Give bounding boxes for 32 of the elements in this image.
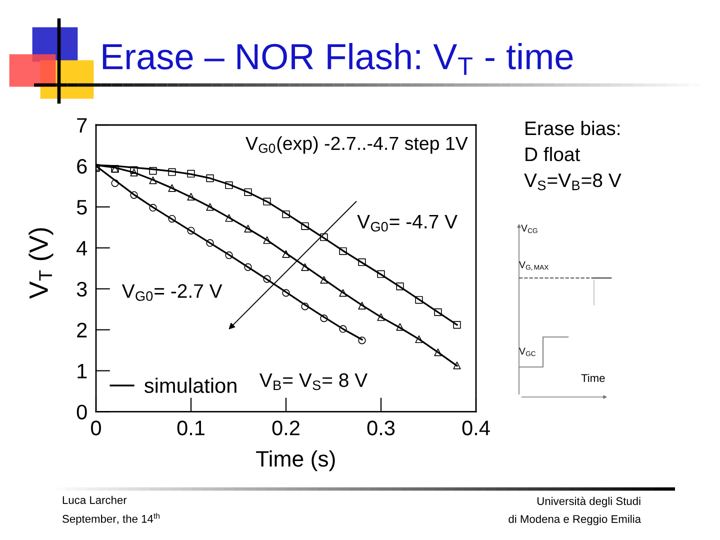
annotation: V$_{B}$= V$_{S}$= 8 V: [259, 373, 368, 390]
text: V$_{G,MAX}$: [519, 261, 548, 271]
text: Luca Larcher: [62, 496, 127, 504]
x-tick-label: 0.4: [462, 420, 490, 436]
text: D float: [526, 146, 580, 162]
y-tick-label: 4: [76, 241, 88, 256]
legend-label: simulation: [144, 378, 236, 393]
x-tick-label: 0.2: [272, 420, 300, 436]
y-tick-label: 2: [77, 322, 87, 338]
annotation: V$_{G0}$(exp) -2.7..-4.7 step 1V: [246, 136, 468, 154]
chart-title: Erase – NOR Flash: V$_{T}$ - time: [102, 42, 573, 75]
y-tick-label: 5: [76, 200, 87, 215]
text: Università degli Studi: [537, 496, 640, 508]
y-tick-label: 0: [76, 404, 87, 420]
annotation: V$_{G0}$= -4.7 V: [357, 214, 458, 232]
text: V$_{CG}$: [521, 224, 538, 234]
y-axis-title: V$_{T}$ (V): [28, 228, 54, 299]
text: di Modena e Reggio Emilia: [508, 514, 642, 526]
y-tick-label: 6: [77, 158, 87, 174]
annotation: V$_{G0}$= -2.7 V: [122, 284, 222, 301]
y-tick-label: 7: [77, 118, 87, 133]
text: V$_{S}$=V$_{B}$=8 V: [524, 173, 622, 190]
x-tick-label: 0.1: [177, 420, 204, 436]
x-tick-label: 0.3: [367, 420, 395, 436]
text: September, the 14$^{th}$: [62, 512, 160, 525]
text: V$_{GC}$: [519, 348, 536, 356]
text: Time: [581, 374, 605, 382]
y-tick-label: 1: [78, 364, 87, 378]
x-tick-label: 0: [91, 420, 101, 436]
text: Erase bias:: [526, 120, 620, 136]
x-axis-title: Time (s): [256, 450, 335, 472]
y-tick-label: 3: [76, 282, 87, 297]
